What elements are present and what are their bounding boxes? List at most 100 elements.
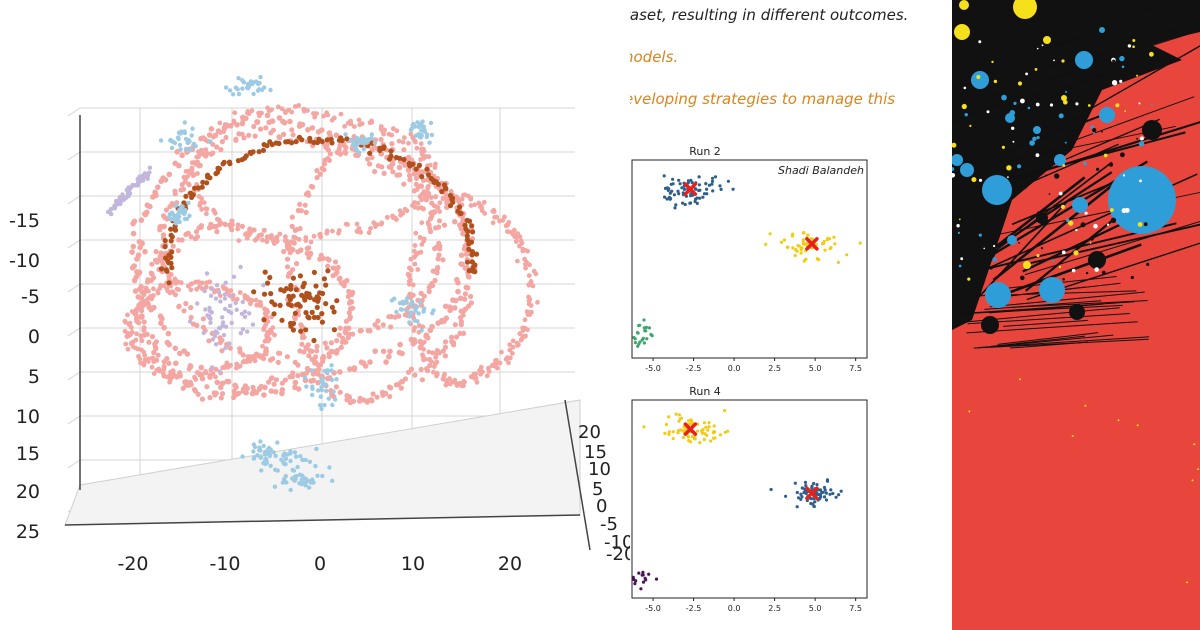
scatter-point — [779, 240, 784, 244]
data-point-lightblue — [408, 302, 413, 308]
paint-speckle — [1096, 73, 1099, 76]
data-point-pink — [372, 322, 378, 328]
data-point-pink — [319, 127, 325, 133]
scatter-point — [800, 486, 804, 490]
data-point-lightblue — [372, 140, 378, 145]
data-point-lightblue — [255, 453, 260, 458]
data-point-lightblue — [273, 467, 278, 472]
data-point-pink — [404, 208, 410, 214]
data-point-pink — [173, 360, 179, 367]
scatter-point — [712, 429, 716, 434]
data-point-lightblue — [303, 457, 308, 463]
data-point-lightblue — [307, 459, 313, 464]
data-point-pink — [243, 232, 248, 237]
data-point-brown — [462, 222, 468, 228]
paint-speckle — [1013, 101, 1017, 105]
data-point-pink — [277, 135, 283, 141]
scatter-point — [695, 196, 699, 200]
splatter-artwork — [952, 0, 1200, 584]
data-point-pink — [142, 357, 148, 362]
data-point-pink — [374, 394, 380, 400]
data-point-lightblue — [230, 92, 236, 97]
data-point-pink — [214, 144, 220, 150]
data-point-pink — [517, 234, 523, 240]
data-point-pink — [197, 162, 203, 168]
data-point-pink — [214, 229, 220, 235]
data-point-pink — [414, 145, 420, 151]
data-point-lavender — [210, 337, 215, 342]
data-point-pink — [224, 378, 230, 385]
data-point-lightblue — [280, 480, 286, 485]
ink-streak — [988, 17, 1200, 108]
scatter-point — [801, 241, 805, 245]
paint-speckle — [1058, 265, 1062, 269]
data-point-lavender — [213, 296, 219, 301]
data-point-lightblue — [407, 320, 412, 325]
data-point-pink — [332, 271, 339, 277]
data-point-pink — [160, 371, 166, 376]
paint-speckle — [1034, 68, 1038, 71]
paint-dot — [1088, 251, 1106, 269]
data-point-lightblue — [292, 478, 297, 483]
data-point-pink — [406, 273, 412, 279]
paint-speckle — [1139, 136, 1144, 141]
data-point-pink — [132, 288, 139, 294]
data-point-lightblue — [300, 457, 305, 463]
data-point-lightblue — [413, 308, 418, 313]
data-point-brown — [214, 169, 221, 175]
data-point-pink — [505, 229, 510, 234]
data-point-pink — [418, 157, 424, 162]
scatter-point — [804, 257, 808, 261]
ink-streak — [1031, 96, 1195, 157]
paint-dot — [1142, 120, 1162, 140]
data-point-pink — [416, 323, 422, 328]
paint-speckle — [1143, 202, 1149, 209]
data-point-pink — [281, 249, 287, 255]
data-point-pink — [528, 303, 534, 308]
data-point-pink — [232, 382, 238, 389]
data-point-pink — [180, 385, 186, 391]
data-point-pink — [420, 352, 425, 358]
data-point-pink — [292, 227, 298, 233]
data-point-pink — [223, 123, 229, 128]
data-point-pink — [411, 171, 418, 177]
data-point-pink — [426, 154, 432, 160]
data-point-pink — [317, 256, 323, 262]
data-point-brown — [419, 174, 425, 180]
data-point-pink — [352, 124, 357, 129]
data-point-pink — [279, 380, 285, 386]
grid-line — [67, 151, 81, 161]
data-point-lavender — [217, 369, 223, 374]
x-tick-label: 20 — [498, 553, 522, 575]
paint-speckle — [1121, 65, 1125, 69]
paint-speckle — [1071, 86, 1075, 89]
data-point-pink — [139, 313, 145, 319]
data-point-lightblue — [407, 314, 412, 319]
data-point-pink — [336, 332, 342, 338]
data-point-pink — [329, 392, 335, 398]
x-tick-label: 5.0 — [809, 604, 822, 613]
data-point-pink — [141, 319, 147, 325]
data-point-lightblue — [176, 214, 181, 219]
z-tick-label: 5 — [592, 479, 603, 500]
data-point-pink — [306, 254, 312, 261]
grid-line — [67, 107, 81, 117]
data-point-pink — [258, 126, 264, 132]
data-point-pink — [134, 269, 140, 275]
data-point-pink — [130, 339, 136, 345]
scatter-point — [718, 184, 722, 188]
data-point-lavender — [231, 274, 237, 279]
scatter-point — [704, 425, 708, 429]
data-point-pink — [245, 297, 251, 302]
paint-speckle — [1009, 110, 1016, 116]
data-point-pink — [380, 322, 386, 328]
data-point-pink — [427, 327, 434, 334]
data-point-pink — [333, 132, 340, 138]
data-point-brown — [304, 290, 310, 296]
scatter-point — [688, 440, 693, 444]
data-point-brown — [464, 259, 471, 265]
y-tick-label: -15 — [9, 210, 40, 232]
scatter-point — [647, 326, 651, 330]
data-point-pink — [157, 286, 163, 291]
scatter-point — [705, 192, 709, 196]
